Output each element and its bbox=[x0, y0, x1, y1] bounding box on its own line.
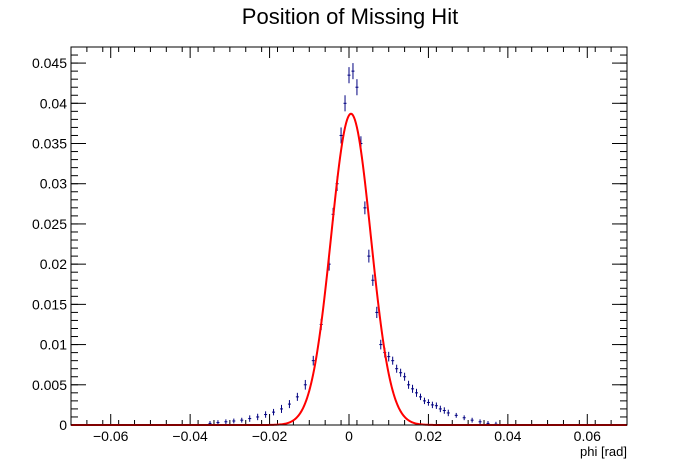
x-tick-label: −0.06 bbox=[93, 428, 129, 444]
y-tick-label: 0.025 bbox=[32, 216, 67, 232]
x-axis-ticks: −0.06 −0.04 −0.02 0 0.02 0.04 0.06 bbox=[70, 47, 628, 444]
data-point bbox=[391, 356, 395, 365]
data-point bbox=[426, 399, 430, 406]
data-point bbox=[478, 419, 482, 425]
data-point bbox=[347, 67, 351, 84]
y-tick-label: 0.04 bbox=[40, 95, 67, 111]
data-point bbox=[430, 401, 434, 409]
data-point bbox=[248, 415, 252, 422]
data-point bbox=[403, 372, 407, 381]
data-point bbox=[367, 249, 371, 263]
y-tick-label: 0.03 bbox=[40, 176, 67, 192]
data-point bbox=[399, 368, 403, 377]
data-point bbox=[454, 412, 458, 418]
data-point bbox=[256, 413, 260, 421]
data-point bbox=[422, 397, 426, 405]
data-point bbox=[303, 379, 307, 390]
data-point bbox=[415, 388, 419, 397]
y-tick-label: 0.02 bbox=[40, 256, 67, 272]
x-tick-label: −0.04 bbox=[172, 428, 208, 444]
y-tick-label: 0.005 bbox=[32, 377, 67, 393]
data-point bbox=[264, 411, 268, 418]
y-tick-label: 0.015 bbox=[32, 296, 67, 312]
data-point bbox=[363, 201, 367, 215]
data-point bbox=[311, 355, 315, 366]
data-point bbox=[279, 404, 283, 413]
x-tick-label: 0.04 bbox=[494, 428, 521, 444]
data-point bbox=[438, 405, 442, 413]
x-tick-label: 0 bbox=[345, 428, 353, 444]
y-tick-label: 0.035 bbox=[32, 136, 67, 152]
data-point bbox=[387, 351, 391, 362]
data-point bbox=[446, 409, 450, 417]
plot-frame bbox=[70, 46, 628, 426]
data-point bbox=[339, 127, 343, 144]
data-point bbox=[240, 417, 244, 423]
data-point bbox=[418, 393, 422, 401]
data-point bbox=[351, 63, 355, 80]
data-point bbox=[375, 306, 379, 319]
data-point bbox=[224, 419, 228, 425]
data-point bbox=[462, 415, 466, 421]
data-point bbox=[407, 380, 411, 389]
data-point bbox=[343, 95, 347, 112]
data-point bbox=[287, 400, 291, 409]
data-point bbox=[272, 408, 276, 416]
data-point bbox=[442, 407, 446, 414]
y-tick-label: 0.045 bbox=[32, 55, 67, 71]
data-point bbox=[295, 392, 299, 401]
gaussian-fit-curve bbox=[71, 112, 627, 426]
x-tick-label: −0.02 bbox=[252, 428, 288, 444]
data-point bbox=[232, 418, 236, 424]
x-tick-label: 0.02 bbox=[415, 428, 442, 444]
data-point bbox=[411, 384, 415, 393]
data-point bbox=[371, 274, 375, 286]
y-tick-label: 0.01 bbox=[40, 337, 67, 353]
x-axis-label: phi [rad] bbox=[580, 444, 627, 459]
data-point bbox=[355, 79, 359, 96]
y-tick-label: 0 bbox=[59, 417, 67, 433]
chart-title: Position of Missing Hit bbox=[242, 4, 458, 29]
data-points bbox=[208, 63, 498, 425]
data-point bbox=[395, 364, 399, 373]
y-axis-ticks: 0 0.005 0.01 0.015 0.02 0.025 0.03 0.035 0.04 0.0… bbox=[32, 46, 627, 433]
x-tick-label: 0.06 bbox=[574, 428, 601, 444]
data-point bbox=[434, 402, 438, 409]
data-point bbox=[379, 339, 383, 350]
data-point bbox=[470, 417, 474, 423]
